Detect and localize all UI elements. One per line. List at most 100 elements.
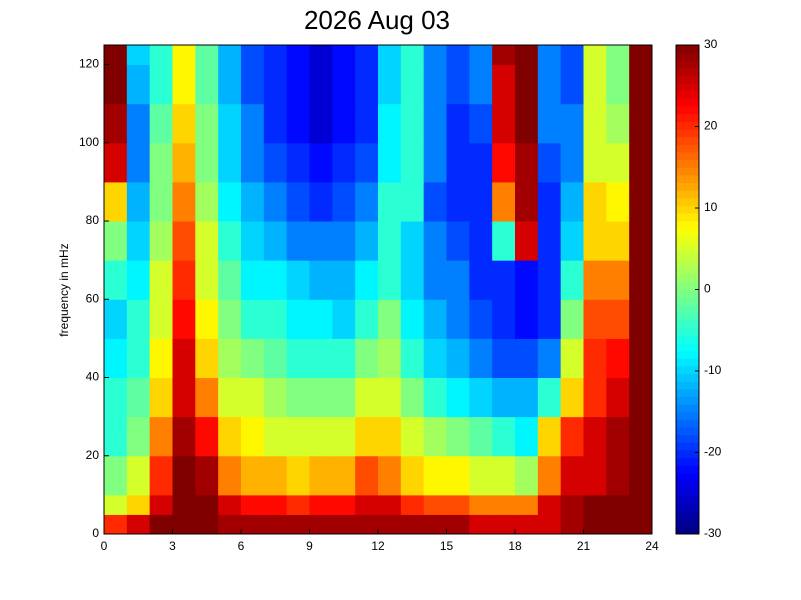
heatmap-cell [492, 45, 516, 66]
heatmap-cell [309, 64, 333, 105]
heatmap-cell [629, 221, 653, 261]
heatmap-cell [446, 455, 470, 496]
heatmap-cell [537, 142, 562, 183]
heatmap-cell [149, 416, 173, 457]
y-tick-label: 120 [79, 57, 99, 71]
heatmap-cell [492, 221, 516, 261]
colorbar-step [676, 258, 699, 268]
heatmap-cell [423, 142, 447, 183]
heatmap-cell [606, 338, 630, 379]
colorbar-step [676, 411, 699, 420]
heatmap-cell [263, 64, 288, 105]
heatmap-cell [104, 64, 128, 105]
heatmap-cell [104, 221, 128, 261]
heatmap-cell [104, 377, 128, 418]
colorbar-step [676, 75, 699, 84]
heatmap-cell [241, 377, 265, 418]
heatmap-cell [378, 338, 402, 379]
heatmap-cell [149, 494, 173, 515]
heatmap-cell [560, 338, 584, 379]
heatmap-cell [172, 377, 196, 418]
heatmap-cell [286, 45, 310, 66]
heatmap-cell [241, 416, 265, 457]
heatmap-cell [309, 455, 333, 496]
heatmap-cell [515, 103, 539, 144]
heatmap-cell [423, 221, 447, 261]
heatmap-cell [606, 455, 630, 496]
heatmap-cell [126, 45, 151, 66]
heatmap-cell [355, 260, 379, 300]
colorbar-step [676, 388, 699, 397]
heatmap-cell [515, 338, 539, 379]
heatmap-cell [172, 299, 196, 339]
colorbar-tick-label: 30 [704, 37, 718, 51]
colorbar-step [676, 480, 699, 489]
heatmap-cell [537, 181, 562, 222]
heatmap-cell [195, 142, 219, 183]
colorbar-step [676, 434, 699, 443]
heatmap-cell [126, 299, 151, 339]
heatmap-cell [583, 299, 607, 339]
heatmap-cell [172, 494, 196, 515]
heatmap-cell [218, 260, 242, 300]
heatmap-cell [446, 260, 470, 300]
heatmap-cell [423, 103, 447, 144]
heatmap-cell [560, 377, 584, 418]
heatmap-cell [286, 377, 310, 418]
heatmap-cell [126, 64, 151, 105]
heatmap-cell [378, 221, 402, 261]
heatmap-cell [423, 416, 447, 457]
heatmap-cell [583, 416, 607, 457]
heatmap-cell [263, 142, 288, 183]
heatmap-cell [263, 299, 288, 339]
heatmap-cell [423, 494, 447, 515]
heatmap-cell [286, 338, 310, 379]
colorbar-step [676, 182, 699, 191]
heatmap-cell [104, 455, 128, 496]
heatmap-cell [218, 221, 242, 261]
heatmap-cell [172, 181, 196, 222]
heatmap-cell [378, 416, 402, 457]
heatmap-cell [400, 181, 425, 222]
heatmap-cell [583, 514, 607, 535]
heatmap-cell [400, 514, 425, 535]
heatmap-cell [286, 416, 310, 457]
heatmap-cell [560, 260, 584, 300]
heatmap-cell [172, 221, 196, 261]
heatmap-cell [583, 221, 607, 261]
heatmap-cell [126, 103, 151, 144]
colorbar-step [676, 205, 699, 214]
heatmap-cell [378, 142, 402, 183]
heatmap-cell [515, 299, 539, 339]
heatmap-cell [583, 103, 607, 144]
heatmap-cell [629, 494, 653, 515]
heatmap-cell [126, 181, 151, 222]
heatmap-cell [332, 299, 356, 339]
colorbar-step [676, 488, 699, 497]
heatmap-cell [423, 455, 447, 496]
heatmap-cell [515, 181, 539, 222]
heatmap-cell [104, 494, 128, 515]
heatmap-cell [309, 103, 333, 144]
heatmap-cell [218, 416, 242, 457]
colorbar-step [676, 167, 699, 176]
heatmap-cell [286, 64, 310, 105]
heatmap-cell [195, 103, 219, 144]
colorbar-step [676, 526, 699, 535]
colorbar-step [676, 98, 699, 107]
heatmap-cell [309, 142, 333, 183]
heatmap-cell [195, 338, 219, 379]
heatmap-cell [537, 514, 562, 535]
colorbar-step [676, 197, 699, 206]
heatmap-cell [560, 455, 584, 496]
heatmap-cell [469, 338, 493, 379]
heatmap-cell [241, 338, 265, 379]
heatmap-cell [195, 221, 219, 261]
heatmap-cell [537, 416, 562, 457]
heatmap-cell [560, 64, 584, 105]
heatmap-cell [423, 64, 447, 105]
heatmap-cell [469, 514, 493, 535]
heatmap-cell [126, 142, 151, 183]
